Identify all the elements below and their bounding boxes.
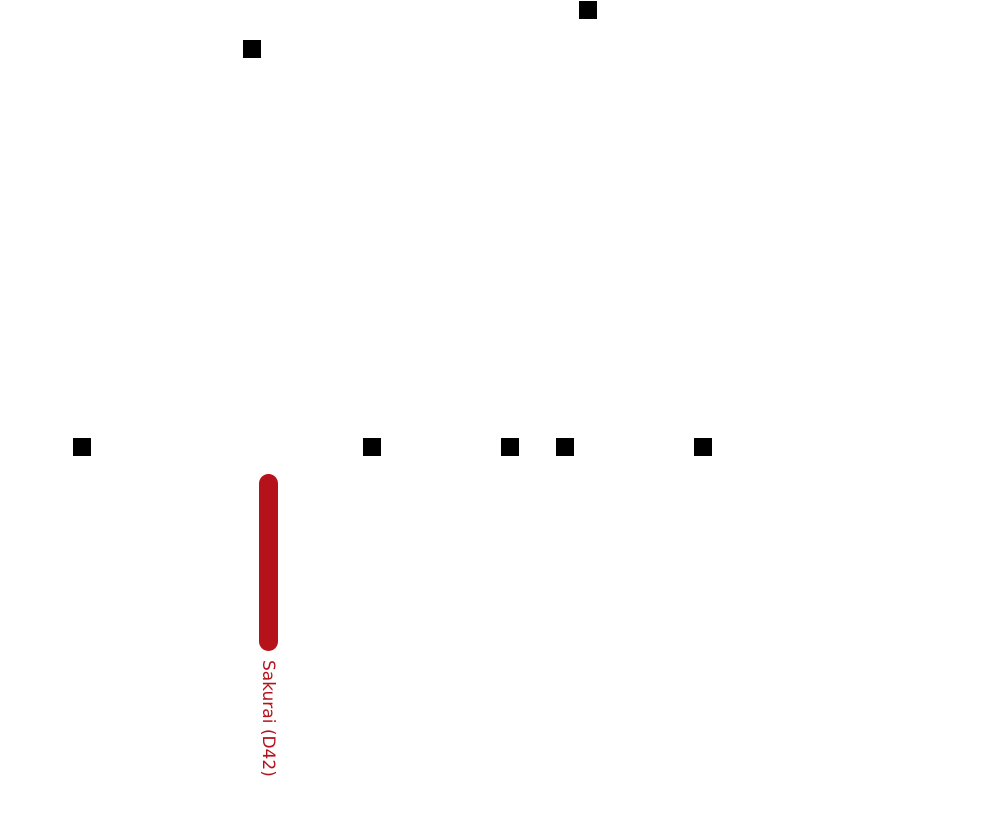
station	[243, 40, 261, 58]
station	[501, 438, 519, 456]
station	[363, 438, 381, 456]
station	[556, 438, 574, 456]
station	[694, 438, 712, 456]
station	[579, 1, 597, 19]
station	[73, 438, 91, 456]
line-label: Sakurai (D42)	[258, 660, 278, 777]
line-segment	[259, 474, 278, 651]
